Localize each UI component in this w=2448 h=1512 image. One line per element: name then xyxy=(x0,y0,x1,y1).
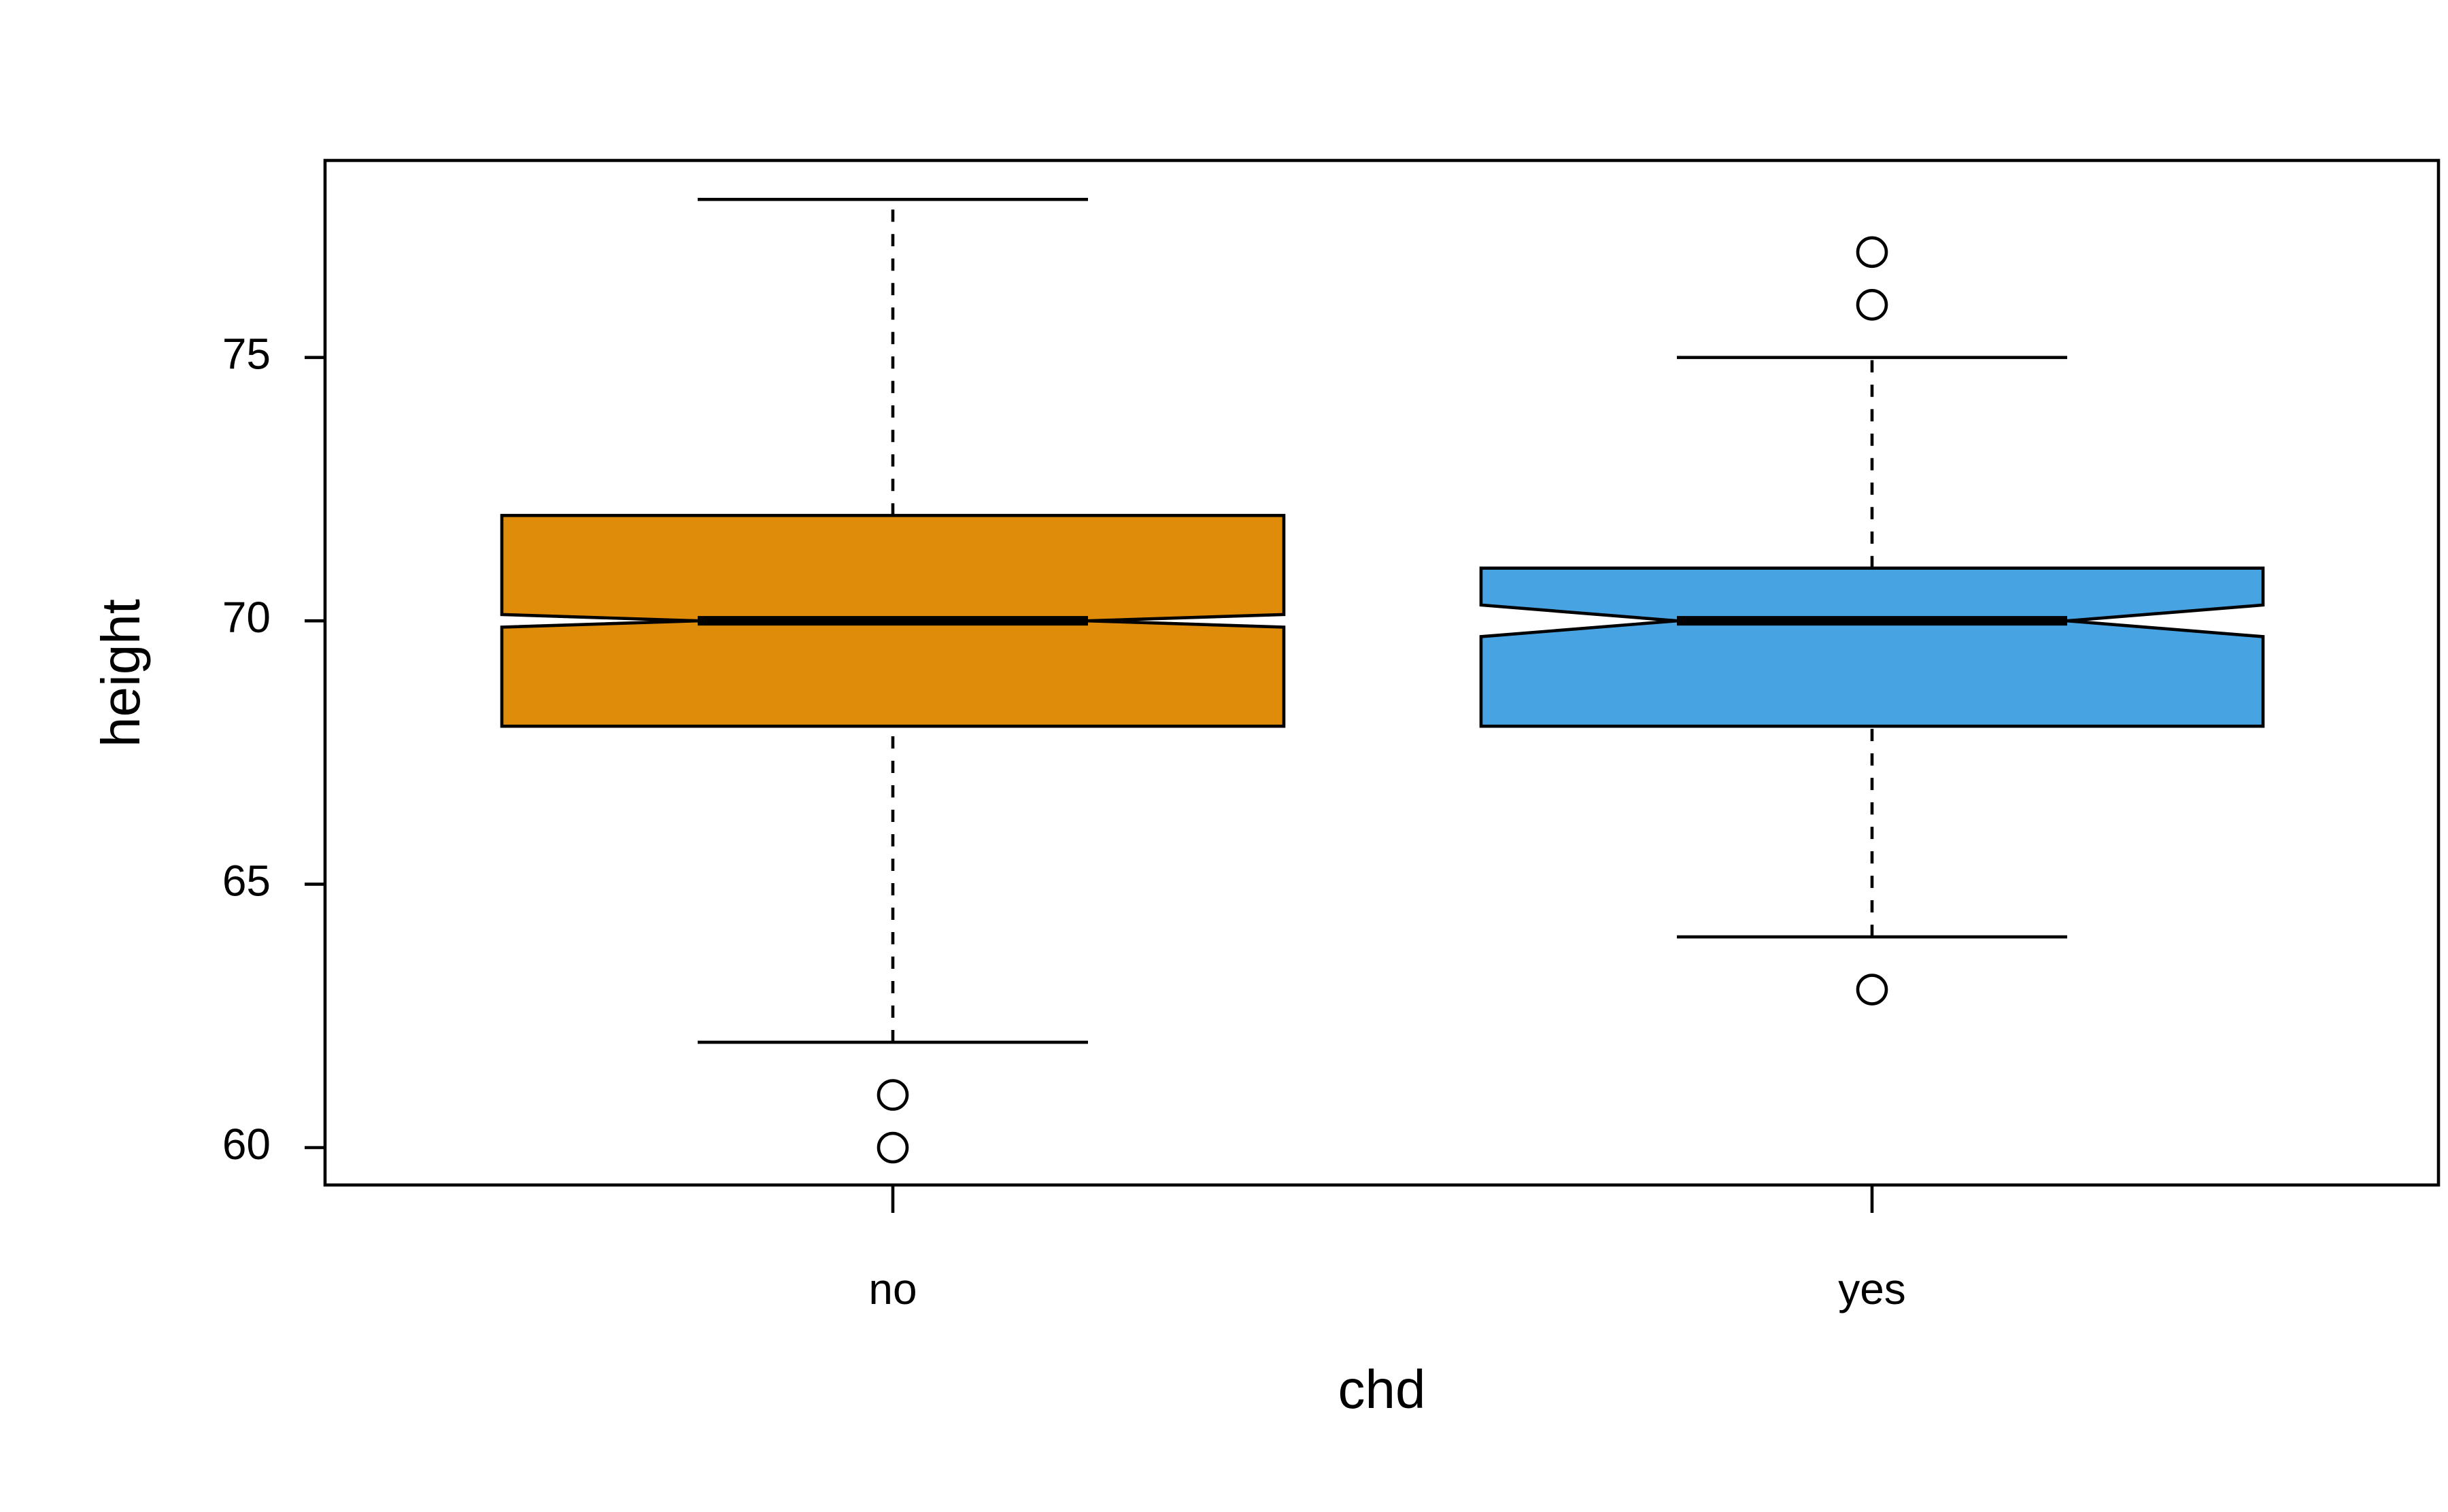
outlier xyxy=(877,1131,909,1164)
outlier xyxy=(1856,288,1888,321)
x-axis-title: chd xyxy=(1338,1359,1426,1420)
x-tick-label: yes xyxy=(1838,1265,1906,1313)
outlier xyxy=(877,1079,909,1111)
outlier xyxy=(1856,974,1888,1006)
outlier xyxy=(1856,236,1888,269)
y-axis-title: height xyxy=(90,599,151,747)
y-tick-label: 60 xyxy=(222,1120,271,1169)
y-tick-label: 65 xyxy=(222,856,271,905)
plot-frame xyxy=(323,158,2441,1187)
box xyxy=(1479,566,2265,728)
x-tick-label: no xyxy=(868,1265,917,1313)
y-tick-label: 70 xyxy=(222,593,271,642)
y-tick-label: 75 xyxy=(222,330,271,379)
